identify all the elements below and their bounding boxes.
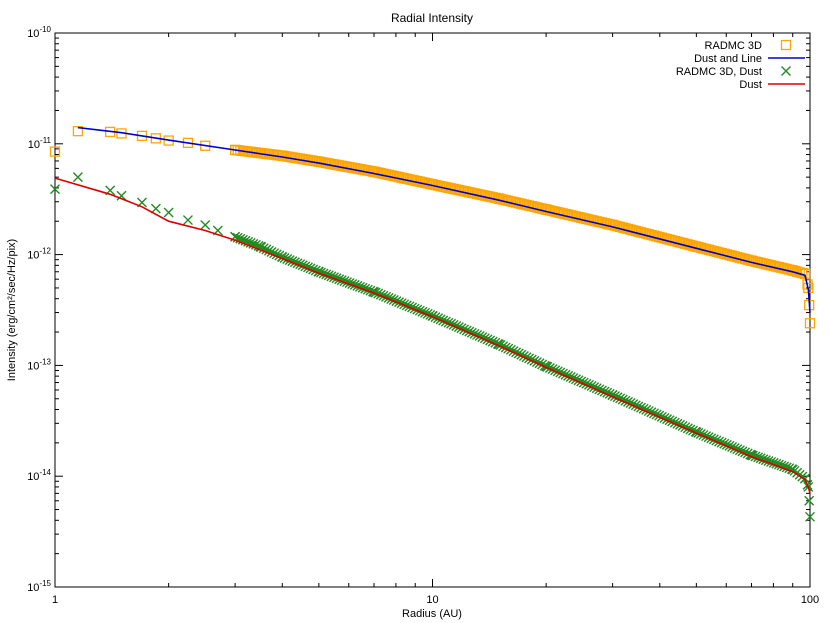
data-point: [409, 303, 420, 314]
y-tick-label: 10-13: [27, 357, 51, 372]
legend-swatch: [780, 39, 792, 51]
data-point: [256, 241, 267, 252]
data-point: [163, 207, 174, 218]
series-dust-and-line: [77, 126, 811, 313]
data-point: [200, 220, 211, 230]
data-point: [72, 172, 83, 183]
data-point: [365, 285, 376, 296]
y-tick-label: 10-10: [27, 25, 51, 40]
chart-title: Radial Intensity: [391, 11, 473, 25]
series-dust: [54, 177, 811, 494]
series-layer: [49, 126, 816, 522]
x-tick-label: 1: [52, 594, 58, 606]
data-point: [804, 318, 816, 329]
data-point: [258, 243, 269, 254]
data-point: [407, 302, 418, 313]
x-axis-ticks: 1 10 100: [52, 33, 819, 606]
legend-label: RADMC 3D: [705, 40, 763, 52]
data-point: [799, 473, 810, 484]
legend-label: Dust and Line: [694, 53, 762, 65]
y-tick-label: 10-15: [27, 579, 51, 594]
legend-label: Dust: [739, 79, 762, 91]
data-point: [49, 146, 61, 157]
data-point: [116, 190, 127, 201]
data-point: [805, 511, 815, 522]
data-point: [50, 184, 60, 195]
y-tick-label: 10-14: [27, 468, 51, 483]
data-point: [607, 219, 618, 231]
y-tick-label: 10-11: [28, 136, 52, 151]
x-tick-label: 10: [426, 594, 438, 606]
series-line: [54, 177, 811, 494]
y-axis-ticks: 10-15 10-14 10-13 10-12 10-11 10-10: [27, 25, 810, 594]
data-point: [420, 307, 431, 318]
data-point: [414, 305, 425, 316]
series-line: [77, 126, 811, 313]
legend-label: RADMC 3D, Dust: [676, 66, 762, 78]
data-point: [150, 203, 161, 214]
data-point: [182, 215, 193, 226]
data-point: [804, 495, 815, 506]
legend-swatch: [781, 66, 791, 76]
x-tick-label: 100: [801, 594, 819, 606]
data-point: [412, 304, 423, 315]
x-axis-label: Radius (AU): [402, 608, 462, 620]
y-axis-label: Intensity (erg/cm²/sec/Hz/pix): [6, 239, 18, 381]
data-point: [261, 244, 272, 255]
data-point: [72, 126, 84, 137]
y-tick-label: 10-12: [27, 247, 51, 262]
data-point: [417, 306, 428, 317]
